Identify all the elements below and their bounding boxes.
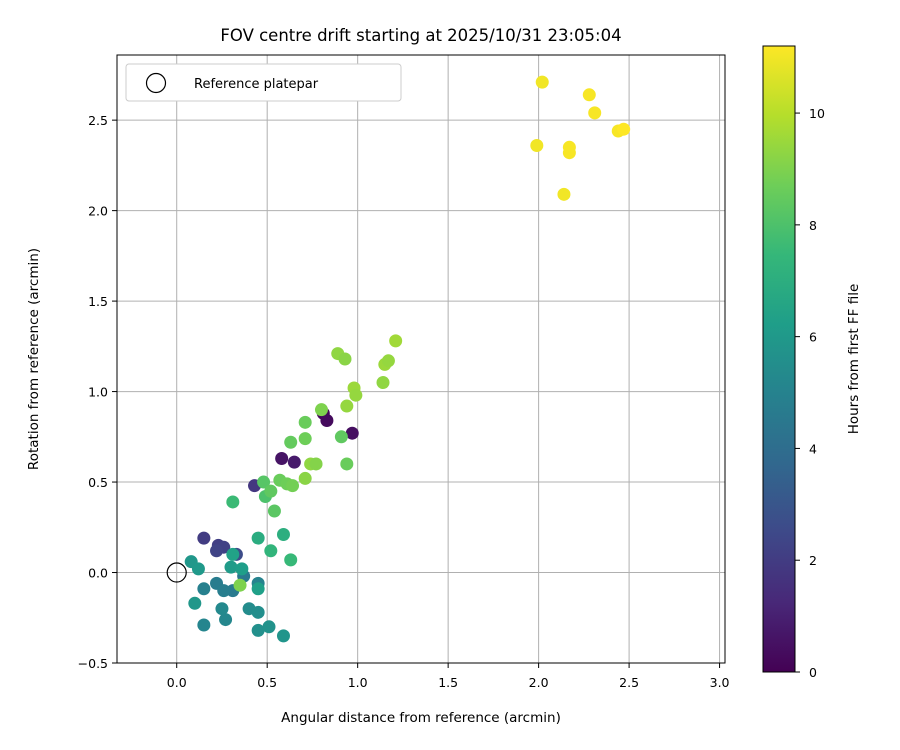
scatter-point — [381, 354, 395, 368]
scatter-point — [617, 122, 631, 136]
legend-box — [125, 63, 402, 102]
scatter-point — [530, 138, 544, 152]
scatter-point — [224, 560, 238, 574]
scatter-point — [276, 629, 290, 643]
scatter-point — [340, 399, 354, 413]
scatter-point — [338, 352, 352, 366]
legend-marker-reference — [145, 72, 167, 94]
scatter-point — [275, 452, 289, 466]
x-tick-label: 2.5 — [619, 675, 639, 690]
scatter-point — [267, 504, 281, 518]
colorbar-gradient — [762, 45, 796, 673]
y-tick-label: 1.0 — [88, 385, 108, 400]
scatter-point — [284, 435, 298, 449]
colorbar-tick-label: 8 — [809, 218, 817, 233]
scatter-point — [320, 414, 334, 428]
scatter-point — [251, 623, 265, 637]
scatter-point — [235, 562, 249, 576]
scatter-point — [298, 471, 312, 485]
scatter-point — [340, 457, 354, 471]
scatter-point — [286, 479, 300, 493]
scatter-point — [276, 528, 290, 542]
legend-label-reference: Reference platepar — [194, 77, 319, 92]
scatter-point — [309, 457, 323, 471]
colorbar-tick-label: 2 — [809, 553, 817, 568]
scatter-point — [557, 187, 571, 201]
scatter-point — [219, 613, 233, 627]
scatter-point — [257, 475, 271, 489]
plot-area: 0.0 0.5 1.0 1.5 2.0 2.5 3.0 −0.5 0.0 0.5 1.0 1.5 2.… — [78, 54, 730, 690]
colorbar-ticks: 0 2 4 6 8 10 — [795, 106, 825, 680]
x-tick-label: 1.5 — [438, 675, 458, 690]
y-tick-label: −0.5 — [78, 656, 108, 671]
scatter-point — [389, 334, 403, 348]
y-tick-label: 1.5 — [88, 294, 108, 309]
scatter-point — [345, 426, 359, 440]
y-tick-label: 0.5 — [88, 475, 108, 490]
x-tick-label: 3.0 — [710, 675, 730, 690]
colorbar-label: Hours from first FF file — [846, 284, 862, 435]
scatter-point — [226, 495, 240, 509]
scatter-point — [298, 415, 312, 429]
x-tick-label: 2.0 — [529, 675, 549, 690]
scatter-point — [197, 531, 211, 545]
scatter-point — [191, 562, 205, 576]
scatter-point — [210, 544, 224, 558]
x-tick-label: 1.0 — [348, 675, 368, 690]
scatter-point — [376, 376, 390, 390]
scatter-point — [562, 146, 576, 160]
scatter-point — [287, 455, 301, 469]
x-tick-label: 0.0 — [167, 675, 187, 690]
scatter-points — [184, 75, 631, 643]
scatter-point — [349, 388, 363, 402]
scatter-point — [233, 578, 247, 592]
reference-platepar-marker — [166, 562, 187, 583]
scatter-point — [535, 75, 549, 89]
legend: Reference platepar — [125, 63, 402, 102]
chart-title: FOV centre drift starting at 2025/10/31 … — [220, 26, 621, 45]
scatter-point — [188, 596, 202, 610]
scatter-point — [588, 106, 602, 120]
scatter-point — [251, 582, 265, 596]
scatter-point — [197, 582, 211, 596]
x-axis-ticks: 0.0 0.5 1.0 1.5 2.0 2.5 3.0 — [167, 663, 730, 690]
x-axis-label: Angular distance from reference (arcmin) — [281, 710, 561, 726]
y-tick-label: 2.5 — [88, 113, 108, 128]
plot-frame — [116, 54, 726, 664]
scatter-point — [226, 547, 240, 561]
scatter-point — [284, 553, 298, 567]
colorbar-tick-label: 6 — [809, 330, 817, 345]
scatter-point — [264, 544, 278, 558]
scatter-point — [215, 602, 229, 616]
scatter-point — [251, 531, 265, 545]
scatter-point — [334, 430, 348, 444]
y-axis-ticks: −0.5 0.0 0.5 1.0 1.5 2.0 2.5 — [78, 113, 117, 671]
y-axis-label: Rotation from reference (arcmin) — [26, 248, 42, 470]
scatter-point — [251, 605, 265, 619]
y-tick-label: 0.0 — [88, 566, 108, 581]
y-tick-label: 2.0 — [88, 204, 108, 219]
scatter-point — [217, 584, 231, 598]
colorbar: 0 2 4 6 8 10 Hours from first FF file — [762, 45, 862, 680]
scatter-point — [262, 620, 276, 634]
x-tick-label: 0.5 — [257, 675, 277, 690]
colorbar-tick-label: 10 — [809, 106, 825, 121]
scatter-point — [197, 618, 211, 632]
colorbar-tick-label: 0 — [809, 665, 817, 680]
scatter-point — [264, 484, 278, 498]
colorbar-tick-label: 4 — [809, 441, 817, 456]
scatter-point — [298, 432, 312, 446]
scatter-point — [314, 403, 328, 417]
scatter-point — [582, 88, 596, 102]
